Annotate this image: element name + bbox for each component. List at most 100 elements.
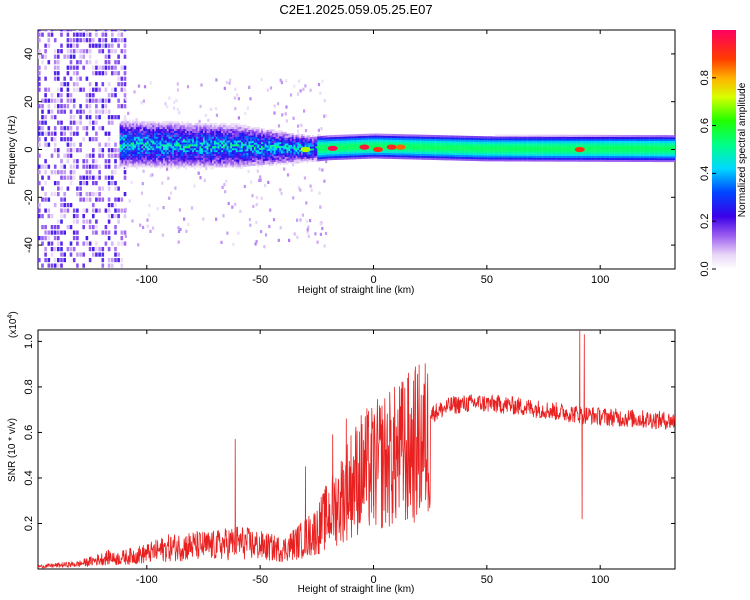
- heatmap-cell: [164, 130, 167, 133]
- heatmap-cell: [507, 157, 510, 160]
- heatmap-cell: [195, 130, 198, 133]
- heatmap-cell: [455, 135, 458, 138]
- heatmap-cell: [57, 241, 60, 246]
- heatmap-cell: [259, 178, 262, 182]
- heatmap-cell: [409, 157, 412, 160]
- heatmap-cell: [295, 144, 298, 147]
- heatmap-cell: [282, 151, 285, 154]
- heatmap-cell: [212, 130, 215, 133]
- heatmap-cell: [373, 133, 376, 136]
- heatmap-cell: [135, 118, 138, 122]
- heatmap-cell: [344, 149, 347, 152]
- heatmap-cell: [210, 127, 213, 130]
- heatmap-cell: [435, 150, 438, 153]
- heatmap-cell: [139, 136, 142, 139]
- heatmap-cell: [409, 145, 412, 148]
- heatmap-cell: [364, 143, 367, 146]
- heatmap-cell: [60, 126, 63, 131]
- heatmap-cell: [291, 140, 294, 143]
- heatmap-cell: [137, 165, 140, 168]
- heatmap-cell: [460, 158, 463, 161]
- heatmap-cell: [246, 152, 249, 155]
- heatmap-cell: [256, 169, 259, 173]
- heatmap-cell: [179, 128, 182, 131]
- heatmap-cell: [47, 87, 51, 92]
- heatmap-cell: [319, 145, 322, 148]
- heatmap-cell: [119, 132, 122, 135]
- heatmap-cell: [542, 149, 545, 152]
- heatmap-cell: [270, 142, 273, 145]
- heatmap-cell: [139, 123, 142, 126]
- heatmap-cell: [101, 65, 105, 70]
- heatmap-cell: [545, 142, 548, 145]
- heatmap-cell: [170, 159, 173, 162]
- heatmap-cell: [181, 142, 184, 145]
- heatmap-cell: [442, 139, 445, 142]
- heatmap-cell: [469, 155, 472, 158]
- heatmap-cell: [297, 134, 300, 137]
- heatmap-cell: [388, 141, 390, 144]
- heatmap-cell: [82, 38, 85, 43]
- heatmap-cell: [246, 147, 249, 150]
- heatmap-cell: [69, 247, 73, 252]
- heatmap-cell: [176, 107, 179, 111]
- heatmap-cell: [230, 125, 233, 128]
- heatmap-cell: [453, 147, 456, 150]
- heatmap-cell: [203, 138, 205, 141]
- heatmap-cell: [397, 136, 400, 139]
- heatmap-cell: [502, 153, 505, 156]
- heatmap-cell: [181, 159, 184, 162]
- heatmap-cell: [252, 129, 254, 132]
- heatmap-cell: [72, 98, 76, 103]
- heatmap-cell: [348, 145, 351, 148]
- heatmap-cell: [179, 227, 182, 231]
- heatmap-cell: [331, 156, 334, 159]
- heatmap-cell: [203, 125, 205, 128]
- heatmap-cell: [324, 154, 327, 157]
- heatmap-cell: [213, 142, 216, 145]
- heatmap-cell: [429, 140, 432, 143]
- heatmap-cell: [248, 145, 251, 148]
- heatmap-cell: [145, 153, 147, 156]
- heatmap-cell: [380, 156, 383, 159]
- heatmap-cell: [252, 146, 254, 149]
- heatmap-cell: [551, 157, 554, 160]
- heatmap-cell: [311, 148, 314, 151]
- heatmap-cell: [487, 144, 490, 147]
- heatmap-cell: [174, 186, 177, 190]
- heatmap-cell: [114, 71, 117, 76]
- heatmap-cell: [213, 159, 216, 162]
- heatmap-cell: [319, 232, 322, 236]
- heatmap-cell: [420, 155, 423, 158]
- heatmap-cell: [38, 104, 41, 109]
- heatmap-cell: [230, 132, 233, 135]
- heatmap-cell: [409, 140, 412, 143]
- heatmap-cell: [511, 157, 514, 160]
- heatmap-cell: [174, 134, 176, 137]
- heatmap-cell: [204, 150, 207, 153]
- heatmap-cell: [63, 197, 66, 202]
- heatmap-cell: [44, 65, 47, 70]
- heatmap-cell: [248, 162, 251, 165]
- heatmap-cell: [456, 154, 459, 157]
- heatmap-cell: [427, 157, 430, 160]
- heatmap-cell: [299, 136, 302, 139]
- heatmap-cell: [57, 98, 60, 103]
- heatmap-cell: [431, 150, 434, 153]
- heatmap-cell: [143, 151, 146, 154]
- heatmap-cell: [123, 98, 127, 103]
- heatmap-cell: [157, 130, 160, 133]
- heatmap-cell: [511, 155, 514, 158]
- heatmap-cell: [69, 203, 73, 208]
- heatmap-cell: [302, 155, 305, 158]
- heatmap-cell: [418, 153, 421, 156]
- heatmap-cell: [60, 252, 63, 257]
- heatmap-cell: [388, 135, 390, 138]
- heatmap-cell: [263, 245, 266, 249]
- heatmap-cell: [355, 138, 358, 141]
- heatmap-cell: [107, 137, 111, 142]
- heatmap-cell: [111, 181, 114, 186]
- heatmap-cell: [95, 115, 98, 120]
- heatmap-cell: [234, 107, 237, 111]
- heatmap-cell: [337, 148, 340, 151]
